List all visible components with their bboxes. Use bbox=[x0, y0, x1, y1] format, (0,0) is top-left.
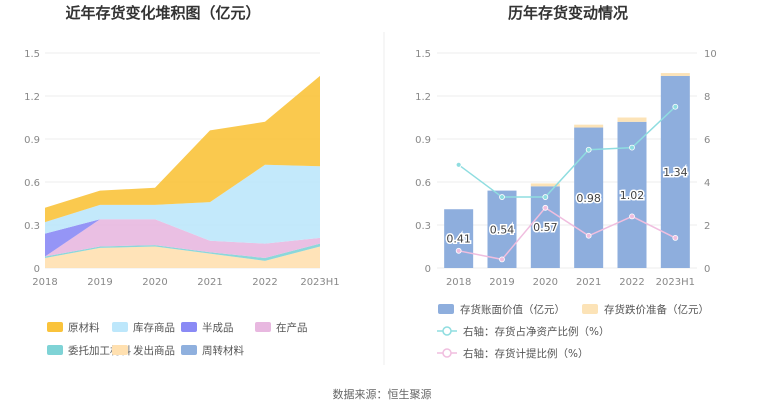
line-point bbox=[585, 232, 592, 239]
y-tick-label: 0.3 bbox=[24, 221, 40, 232]
y-tick-label: 1.2 bbox=[415, 92, 431, 103]
y-tick-label: 0.6 bbox=[24, 178, 40, 189]
bar-value-label: 0.54 bbox=[490, 223, 515, 236]
area-series-发出商品 bbox=[45, 246, 320, 268]
legend-swatch bbox=[112, 345, 128, 355]
legend-swatch bbox=[47, 345, 63, 355]
legend-marker bbox=[442, 326, 452, 336]
legend-label: 存货跌价准备（亿元） bbox=[604, 303, 709, 316]
right-chart-title: 历年存货变动情况 bbox=[508, 4, 628, 22]
bar-value-label: 0.98 bbox=[576, 192, 601, 205]
legend-label: 原材料 bbox=[68, 321, 100, 334]
line-series-1 bbox=[458, 206, 676, 261]
line-point bbox=[585, 146, 592, 153]
legend-swatch bbox=[112, 322, 128, 332]
bar-impairment bbox=[530, 183, 560, 187]
line-point bbox=[455, 247, 462, 254]
x-tick-label: 2019 bbox=[87, 277, 112, 288]
legend-label: 发出商品 bbox=[133, 344, 175, 357]
y-tick-label: 0.9 bbox=[24, 135, 40, 146]
line-point bbox=[672, 103, 679, 110]
y-tick-label: 1.2 bbox=[24, 92, 40, 103]
legend-swatch bbox=[438, 304, 454, 314]
x-tick-label: 2022 bbox=[619, 277, 644, 288]
area-series-原材料 bbox=[45, 75, 320, 223]
line-point bbox=[499, 256, 505, 263]
y-tick-label: 0 bbox=[425, 264, 431, 275]
left-chart-title: 近年存货变化堆积图（亿元） bbox=[65, 4, 260, 22]
line-point bbox=[629, 144, 635, 151]
legend-label: 在产品 bbox=[276, 321, 308, 334]
x-tick-label: 2019 bbox=[489, 277, 514, 288]
x-tick-label: 2023H1 bbox=[300, 277, 339, 288]
legend-label: 半成品 bbox=[202, 321, 234, 334]
y-tick-label: 0 bbox=[34, 264, 40, 275]
legend-swatch bbox=[181, 322, 197, 332]
x-tick-label: 2022 bbox=[252, 277, 277, 288]
legend-swatch bbox=[181, 345, 197, 355]
y-tick-label: 1.5 bbox=[415, 49, 431, 60]
legend-label: 库存商品 bbox=[133, 321, 175, 334]
x-tick-label: 2021 bbox=[197, 277, 222, 288]
bar-value-label: 1.34 bbox=[663, 166, 688, 179]
bar-impairment bbox=[617, 117, 647, 122]
line-point bbox=[542, 204, 549, 211]
y2-tick-label: 4 bbox=[704, 178, 710, 189]
legend-label: 周转材料 bbox=[202, 344, 244, 357]
line-point bbox=[672, 234, 679, 241]
x-tick-label: 2020 bbox=[142, 277, 167, 288]
legend-swatch bbox=[255, 322, 271, 332]
left-area-chart: 0 0.3 0.6 0.9 1.2 1.5 2018 2019 2020 2021 2022 2023… bbox=[24, 49, 340, 357]
x-tick-label: 2021 bbox=[576, 277, 601, 288]
y-tick-label: 1.5 bbox=[24, 49, 40, 60]
legend-label: 右轴：存货计提比例（%） bbox=[463, 347, 588, 360]
bar-impairment bbox=[574, 124, 604, 128]
y-tick-label: 0.9 bbox=[415, 135, 431, 146]
legend-marker bbox=[442, 348, 452, 358]
legend-swatch bbox=[47, 322, 63, 332]
bar-value-label: 1.02 bbox=[620, 189, 645, 202]
bar-book-value bbox=[444, 209, 474, 268]
legend-swatch bbox=[582, 304, 598, 314]
legend-label: 右轴：存货占净资产比例（%） bbox=[463, 325, 609, 338]
line-point bbox=[499, 194, 505, 200]
bar-book-value bbox=[487, 190, 517, 268]
line-point bbox=[629, 213, 635, 220]
x-tick-label: 2018 bbox=[32, 277, 57, 288]
bar-impairment bbox=[660, 73, 690, 76]
right-bar-line-chart: 0 0.3 0.6 0.9 1.2 1.5 0 2 4 6 8 10 2018 2019 2020 2021 2… bbox=[415, 49, 717, 360]
y-tick-label: 0.6 bbox=[415, 178, 431, 189]
x-tick-label: 2023H1 bbox=[656, 277, 695, 288]
bar-value-label: 0.57 bbox=[533, 221, 558, 234]
data-source: 数据来源：恒生聚源 bbox=[333, 387, 432, 401]
bar-value-label: 0.41 bbox=[446, 233, 471, 246]
line-point bbox=[455, 161, 462, 168]
legend-label: 存货账面价值（亿元） bbox=[460, 303, 565, 316]
y2-tick-label: 8 bbox=[704, 92, 710, 103]
y2-tick-label: 10 bbox=[704, 49, 717, 60]
y2-tick-label: 6 bbox=[704, 135, 710, 146]
line-point bbox=[542, 194, 549, 200]
line-series-0 bbox=[458, 106, 676, 198]
y-tick-label: 0.3 bbox=[415, 221, 431, 232]
x-tick-label: 2018 bbox=[446, 277, 471, 288]
y2-tick-label: 0 bbox=[704, 264, 710, 275]
y2-tick-label: 2 bbox=[704, 221, 710, 232]
area-series-库存商品 bbox=[45, 164, 320, 244]
area-series-在产品 bbox=[45, 219, 320, 258]
x-tick-label: 2020 bbox=[533, 277, 558, 288]
